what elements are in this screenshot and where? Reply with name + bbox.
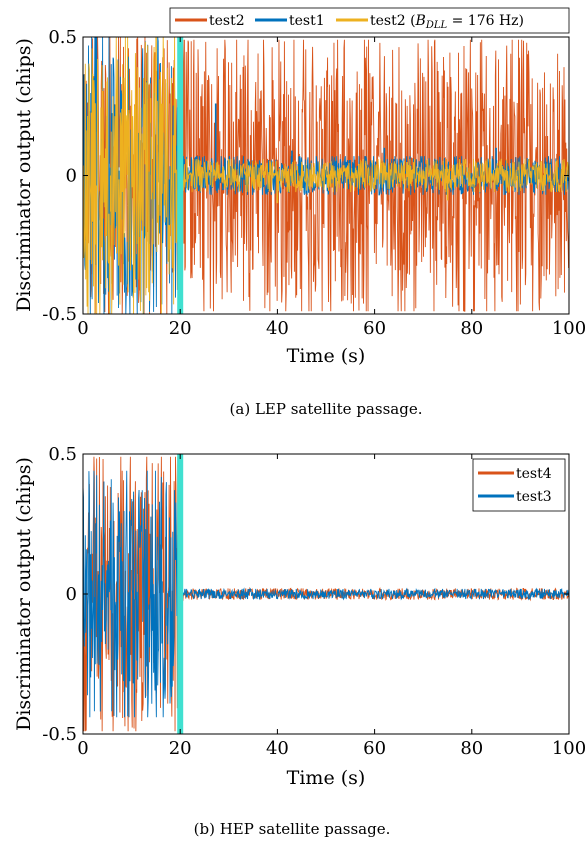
x-tick-label: 0 [77, 318, 88, 339]
legend-b: test4 test3 [472, 458, 566, 512]
x-axis-label-b: Time (s) [287, 767, 366, 789]
legend-a: test2 test1 test2 (BDLL = 176 Hz) [169, 7, 570, 34]
ticks-b: 0 20 40 60 80 100-0.500.5 [42, 444, 586, 759]
x-axis-label-a: Time (s) [287, 345, 366, 367]
y-tick-label: -0.5 [42, 724, 77, 745]
plot-area-b [82, 454, 570, 734]
ticks-a: 0 20 40 60 80 100-0.500.5 [42, 27, 586, 339]
caption-b: (b) HEP satellite passage. [194, 820, 391, 838]
x-tick-label: 20 [169, 318, 192, 339]
x-tick-label: 80 [460, 738, 483, 759]
x-tick-label: 40 [266, 738, 289, 759]
legend-label-test4: test4 [516, 466, 552, 482]
legend-label-test2-dll: test2 (BDLL = 176 Hz) [370, 13, 524, 31]
legend-label-test1: test1 [289, 13, 325, 29]
x-tick-label: 80 [460, 318, 483, 339]
x-tick-label: 40 [266, 318, 289, 339]
legend-box-b [472, 458, 566, 512]
legend-box-a [169, 7, 570, 34]
panel-b: 0 20 40 60 80 100-0.500.5 Discriminator outpu… [13, 444, 586, 838]
legend-label-test2: test2 [209, 13, 245, 29]
panel-a: 0 20 40 60 80 100-0.500.5 Discriminator outpu… [13, 7, 586, 418]
y-tick-label: 0 [66, 166, 77, 187]
x-tick-label: 20 [169, 738, 192, 759]
y-axis-label-b: Discriminator output (chips) [13, 457, 35, 731]
series-line-test3 [82, 470, 570, 718]
x-tick-label: 100 [552, 318, 586, 339]
y-tick-label: 0.5 [48, 27, 77, 48]
caption-a: (a) LEP satellite passage. [230, 400, 423, 418]
y-tick-label: 0 [66, 584, 77, 605]
transition-marker-b [177, 454, 184, 734]
transition-marker-a [177, 37, 184, 314]
plot-area-a [82, 36, 570, 315]
y-axis-label-a: Discriminator output (chips) [13, 38, 35, 312]
y-tick-label: -0.5 [42, 304, 77, 325]
series-line-test2-b-dll-176-hz- [82, 36, 570, 315]
y-tick-label: 0.5 [48, 444, 77, 465]
x-tick-label: 60 [363, 318, 386, 339]
legend-label-test3: test3 [516, 489, 552, 505]
x-tick-label: 100 [552, 738, 586, 759]
x-tick-label: 60 [363, 738, 386, 759]
x-tick-label: 0 [77, 738, 88, 759]
